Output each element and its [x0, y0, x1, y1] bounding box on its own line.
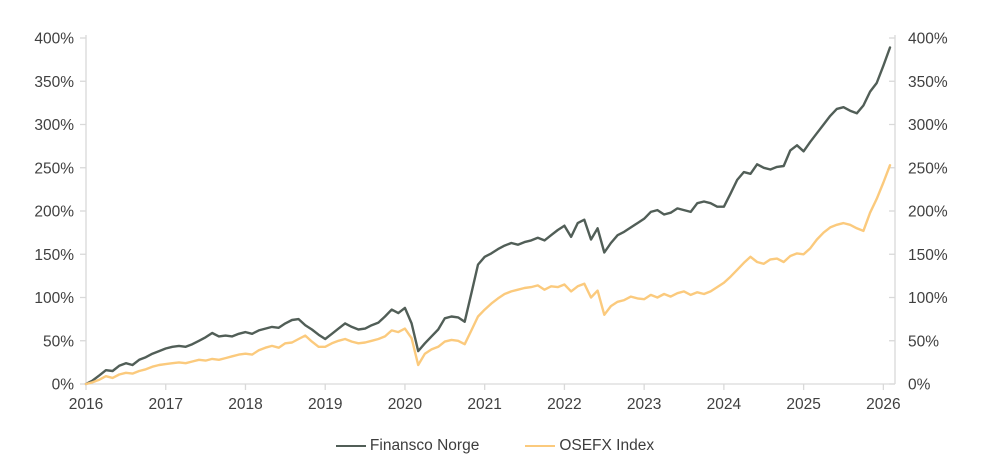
x-axis-label: 2022: [547, 396, 581, 413]
y-axis-label-right: 100%: [908, 290, 948, 307]
y-axis-label-left: 400%: [34, 31, 74, 48]
legend-item-finansco-norge: Finansco Norge: [335, 437, 480, 455]
y-axis-label-left: 100%: [34, 290, 74, 307]
y-axis-label-right: 300%: [908, 117, 948, 134]
finansco-norge-line: [84, 46, 892, 386]
y-axis-label-left: 50%: [43, 333, 74, 350]
y-axis-label-left: 300%: [34, 117, 74, 134]
x-axis-label: 2020: [388, 396, 423, 413]
x-axis-label: 2019: [308, 396, 342, 413]
y-axis-label-left: 150%: [34, 247, 74, 264]
x-axis-label: 2017: [148, 396, 182, 413]
y-axis-label-right: 250%: [908, 160, 948, 177]
x-axis-label: 2026: [866, 396, 900, 413]
y-axis-label-left: 350%: [34, 74, 74, 91]
x-axis-label: 2018: [228, 396, 262, 413]
x-axis-label: 2023: [627, 396, 661, 413]
x-axis-label: 2024: [707, 396, 742, 413]
x-axis-label: 2016: [69, 396, 103, 413]
osefx-index-line-swatch: [525, 444, 556, 448]
osefx-index-line: [84, 163, 892, 386]
legend-label-finansco-norge: Finansco Norge: [369, 437, 480, 454]
y-axis-label-left: 250%: [34, 160, 74, 177]
finansco-norge-line-swatch: [335, 444, 366, 448]
y-axis-label-right: 200%: [908, 204, 948, 221]
y-axis-label-right: 0%: [908, 377, 931, 394]
legend-label-osefx-index: OSEFX Index: [559, 437, 655, 454]
y-axis-label-right: 150%: [908, 247, 948, 264]
chart-legend: Finansco Norge OSEFX Index: [0, 437, 990, 455]
y-axis-label-right: 400%: [908, 31, 948, 48]
x-axis-label: 2021: [467, 396, 501, 413]
y-axis-label-left: 200%: [34, 204, 74, 221]
x-axis-label: 2025: [786, 396, 820, 413]
y-axis-label-right: 350%: [908, 74, 948, 91]
y-axis-label-right: 50%: [908, 333, 939, 350]
legend-item-osefx-index: OSEFX Index: [525, 437, 654, 455]
performance-chart: 0% 0% 50% 50% 100% 100% 150% 150% 200% 200% 250% 25…: [34, 31, 948, 414]
y-axis-label-left: 0%: [52, 377, 75, 394]
